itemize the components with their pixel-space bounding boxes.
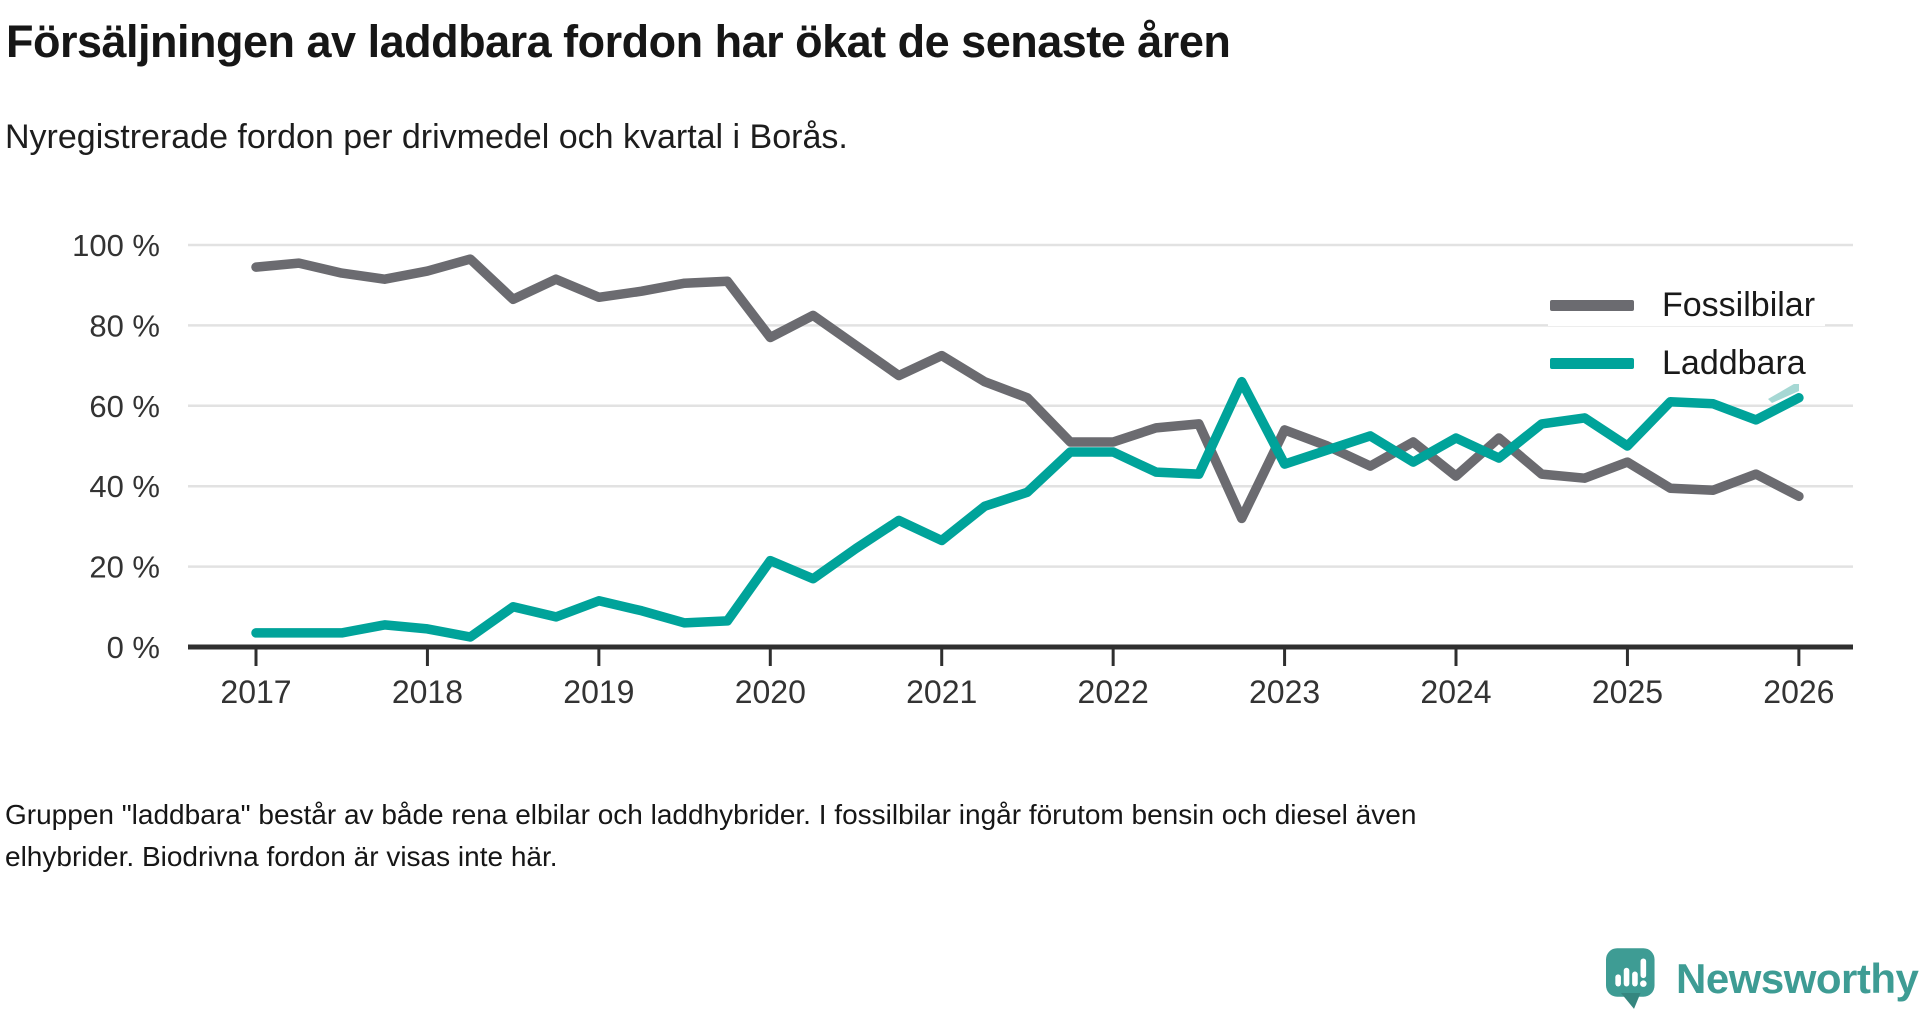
x-tick-label-2021: 2021 — [906, 674, 977, 710]
x-tick-label-2025: 2025 — [1592, 674, 1663, 710]
x-tick-label-2018: 2018 — [392, 674, 463, 710]
series-line-fossilbilar — [251, 254, 1804, 524]
legend-item-fossilbilar: Fossilbilar — [1548, 284, 1826, 326]
y-tick-label-0: 0 % — [107, 630, 160, 665]
y-tick-label-100: 100 % — [72, 228, 160, 263]
x-tick-label-2024: 2024 — [1420, 674, 1491, 710]
newsworthy-logo-mark — [1606, 948, 1655, 1009]
logo-exclamation-bar — [1640, 958, 1647, 979]
y-tick-label-40: 40 % — [89, 469, 160, 504]
x-tick-label-2020: 2020 — [735, 674, 806, 710]
page-title: Försäljningen av laddbara fordon har öka… — [6, 16, 1231, 67]
logo-bubble — [1606, 948, 1655, 997]
x-tick-label-2017: 2017 — [220, 674, 291, 710]
newsworthy-logo-text: Newsworthy — [1676, 955, 1919, 1002]
footnote-line-1: Gruppen "laddbara" består av både rena e… — [5, 799, 1417, 830]
logo-bar-2 — [1623, 967, 1630, 987]
x-tick-label-2019: 2019 — [563, 674, 634, 710]
logo-bubble-tail — [1620, 993, 1641, 1009]
chart-footnote: Gruppen "laddbara" består av både rena e… — [5, 794, 1416, 878]
legend-swatch-laddbara — [1550, 357, 1634, 369]
legend-item-laddbara: Laddbara — [1548, 342, 1826, 384]
x-tick-label-2022: 2022 — [1078, 674, 1149, 710]
legend-swatch-fossilbilar — [1550, 299, 1634, 311]
series-endcap-laddbara — [1768, 381, 1799, 403]
chart-subtitle: Nyregistrerade fordon per drivmedel och … — [5, 118, 848, 156]
logo-exclamation-dot — [1640, 980, 1647, 987]
logo-bar-1 — [1615, 974, 1621, 987]
footnote-line-2: elhybrider. Biodrivna fordon är visas in… — [5, 841, 558, 872]
x-tick-label-2023: 2023 — [1249, 674, 1320, 710]
y-tick-label-60: 60 % — [89, 389, 160, 424]
logo-bar-3 — [1632, 971, 1638, 987]
series-line-laddbara — [251, 376, 1804, 642]
y-tick-label-80: 80 % — [89, 308, 160, 343]
legend-label-fossilbilar: Fossilbilar — [1662, 286, 1816, 324]
legend-label-laddbara: Laddbara — [1662, 344, 1806, 382]
x-tick-label-2026: 2026 — [1763, 674, 1834, 710]
newsworthy-logo: Newsworthy — [1606, 948, 1919, 1010]
chart-legend: Fossilbilar Laddbara — [1548, 284, 1826, 384]
y-tick-label-20: 20 % — [89, 550, 160, 585]
